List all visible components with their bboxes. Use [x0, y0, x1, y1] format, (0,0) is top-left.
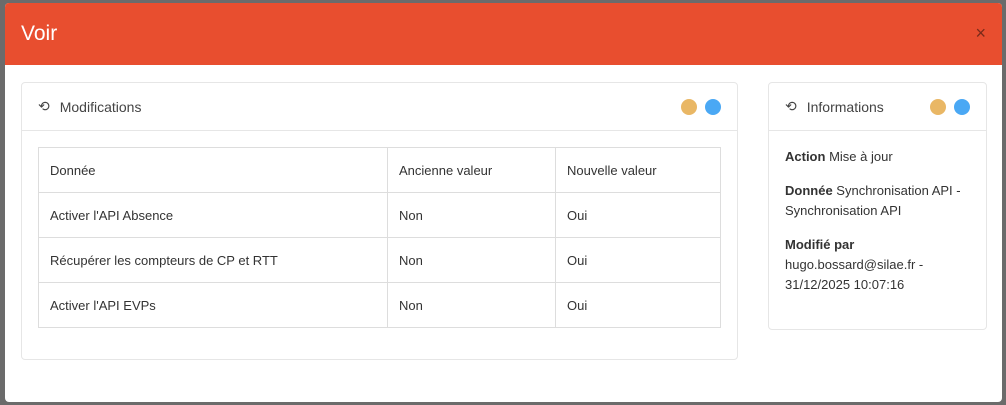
column-header: Ancienne valeur — [387, 147, 556, 193]
cell: Récupérer les compteurs de CP et RTT — [38, 237, 388, 283]
blue-dot — [705, 98, 721, 115]
cell: Non — [387, 282, 556, 328]
modifications-card: ⟲ Modifications Donnée Ancienne valeur N… — [21, 82, 738, 360]
modifications-title: Modifications — [59, 98, 142, 115]
modal: Voir × ⟲ Modifications Donnée Ancienne v… — [5, 3, 1002, 402]
yellow-dot — [681, 98, 697, 115]
table-header: Donnée Ancienne valeur Nouvelle valeur — [38, 147, 721, 193]
informations-title: Informations — [806, 98, 884, 115]
close-icon[interactable]: × — [975, 23, 986, 43]
table-row: Activer l'API Absence Non Oui — [38, 192, 721, 238]
cell: Non — [387, 192, 556, 238]
blue-dot — [954, 98, 970, 115]
history-icon: ⟲ — [38, 98, 50, 114]
table-row: Activer l'API EVPs Non Oui — [38, 282, 721, 328]
cell: Activer l'API Absence — [38, 192, 388, 238]
column-header: Nouvelle valeur — [555, 147, 721, 193]
info-modifie: Modifié par hugo.bossard@silae.fr - 31/12… — [785, 237, 924, 292]
history-icon: ⟲ — [785, 98, 797, 114]
modal-header: Voir × — [5, 3, 1002, 65]
info-donnee: Donnée Synchronisation API - Synchronisa… — [785, 183, 961, 218]
cell: Oui — [555, 282, 721, 328]
cell: Oui — [555, 192, 721, 238]
modal-title: Voir — [21, 22, 58, 45]
cell: Non — [387, 237, 556, 283]
column-header: Donnée — [38, 147, 388, 193]
yellow-dot — [930, 98, 946, 115]
info-action: Action Mise à jour — [785, 149, 893, 164]
cell: Activer l'API EVPs — [38, 282, 388, 328]
table-row: Récupérer les compteurs de CP et RTT Non… — [38, 237, 721, 283]
cell: Oui — [555, 237, 721, 283]
modifications-table: Donnée Ancienne valeur Nouvelle valeur A… — [38, 147, 721, 328]
informations-card: ⟲ Informations Action Mise à jour Donnée… — [768, 82, 987, 330]
